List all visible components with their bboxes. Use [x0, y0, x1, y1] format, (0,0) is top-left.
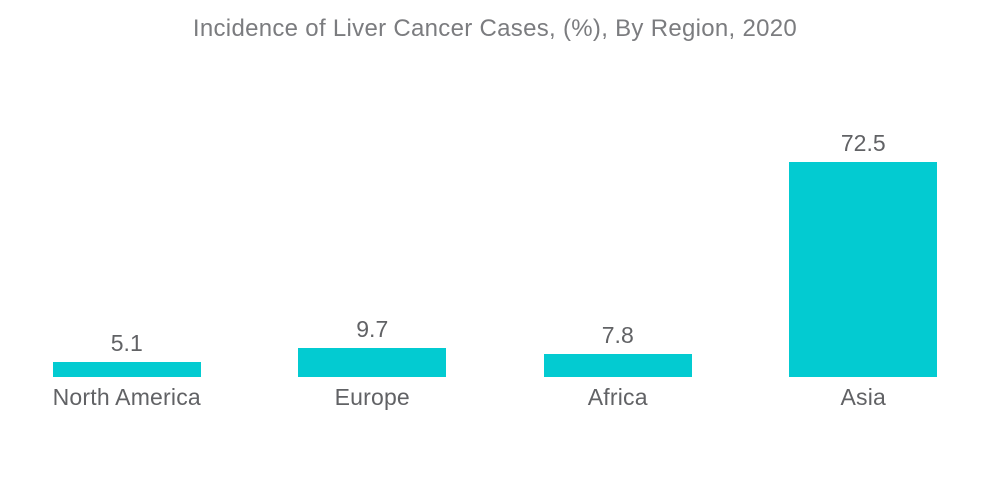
category-label: Europe	[334, 384, 410, 410]
bar-group: 7.8 Africa	[495, 0, 741, 504]
bar-group: 5.1 North America	[4, 0, 250, 504]
bar	[789, 162, 938, 377]
bar-value-label: 5.1	[110, 330, 143, 356]
category-label: Asia	[840, 384, 887, 410]
bar	[52, 362, 201, 377]
bar-value-label: 9.7	[356, 316, 389, 342]
bar-group: 9.7 Europe	[250, 0, 496, 504]
bar-value-label: 7.8	[601, 322, 634, 348]
bar-group: 72.5 Asia	[741, 0, 987, 504]
chart-title: Incidence of Liver Cancer Cases, (%), By…	[192, 15, 798, 42]
bar	[298, 348, 447, 377]
category-label: Africa	[587, 384, 648, 410]
category-label: North America	[52, 384, 201, 410]
bar-chart-plot-area: 5.1 North America 9.7 Europe 7.8 Africa 72.5 As…	[4, 0, 986, 504]
bar-value-label: 72.5	[840, 130, 886, 156]
bar	[543, 354, 692, 377]
